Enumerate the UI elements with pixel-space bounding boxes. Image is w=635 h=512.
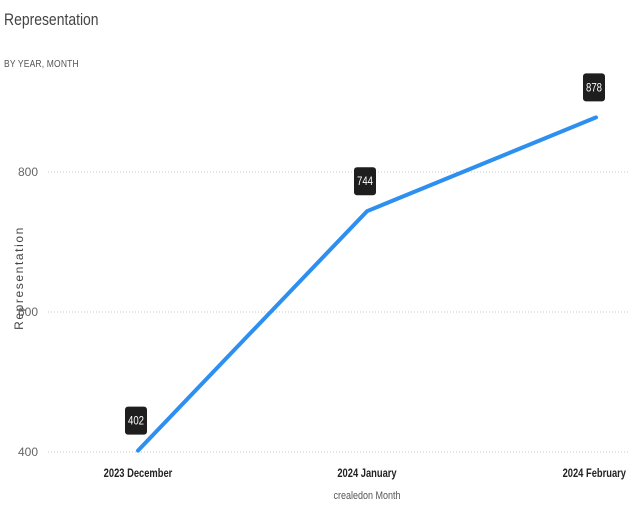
- data-label: 402: [125, 406, 147, 435]
- chart-subtitle: BY YEAR, MONTH: [4, 59, 79, 70]
- y-axis-title: Representation: [12, 226, 26, 330]
- x-tick-label: 2023 December: [104, 467, 173, 480]
- data-label-text: 878: [586, 81, 602, 94]
- data-label: 744: [354, 167, 376, 196]
- data-labels: 402 744 878: [125, 73, 605, 435]
- series-line: [136, 115, 598, 453]
- data-label-text: 402: [128, 415, 144, 428]
- chart-title: Representation: [4, 10, 99, 29]
- data-label-box: [354, 167, 376, 196]
- y-axis-ticks: 400 600 800: [18, 165, 38, 459]
- x-axis-title: crealedon Month: [333, 490, 400, 502]
- data-label-box: [125, 406, 147, 435]
- y-tick-label: 400: [18, 445, 38, 459]
- data-label: 878: [583, 73, 605, 102]
- x-tick-label: 2024 January: [337, 467, 396, 480]
- y-tick-label: 600: [18, 305, 38, 319]
- x-tick-label: 2024 February: [563, 467, 626, 480]
- gridlines: [48, 171, 630, 453]
- series-layer: [136, 115, 598, 453]
- y-tick-label: 800: [18, 165, 38, 179]
- data-label-text: 744: [357, 175, 373, 188]
- x-axis-ticks: 2023 December 2024 January 2024 February: [104, 467, 626, 480]
- data-label-box: [583, 73, 605, 102]
